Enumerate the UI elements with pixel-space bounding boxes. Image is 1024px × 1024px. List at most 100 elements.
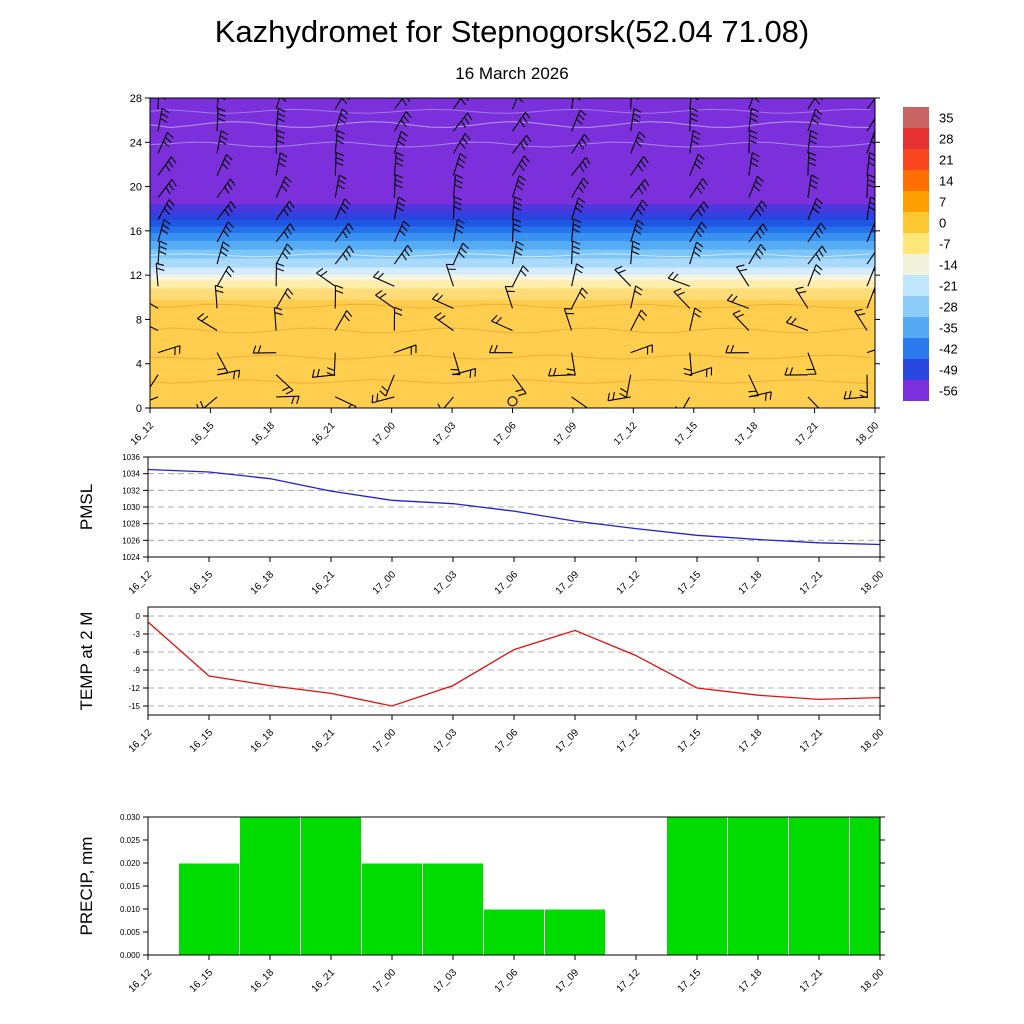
temp-panel-line	[147, 621, 881, 707]
y-tick-label: 16	[130, 226, 142, 238]
y-tick-label: 1034	[122, 470, 140, 479]
time-tick-label: 17_18	[733, 420, 761, 448]
colorbar-label: -56	[939, 384, 958, 399]
time-tick-label: 17_06	[493, 967, 521, 995]
cross-section-panel: 0 4 8 12 16 20 24 28 16_12 16_15 16_18 16_21 17_00 17…	[129, 93, 882, 448]
y-tick-label: -6	[133, 648, 141, 657]
y-tick-label: 1026	[122, 536, 140, 545]
y-tick-label: -9	[133, 666, 141, 675]
contour-line	[150, 354, 871, 360]
y-tick-label: 28	[130, 93, 142, 105]
time-tick-label: 17_00	[371, 967, 399, 995]
y-tick-label: 12	[130, 270, 142, 282]
time-tick-label: 17_09	[554, 727, 582, 755]
colorbar-label: 28	[939, 132, 953, 147]
time-tick-label: 17_15	[676, 967, 704, 995]
precip-panel: 0.000 0.005 0.010 0.015 0.020 0.025 0.030 16_12…	[120, 813, 886, 995]
precip-bar	[178, 862, 240, 956]
y-tick-label: 0.020	[120, 859, 141, 868]
contour-line	[150, 253, 871, 258]
precip-bar	[544, 908, 606, 956]
y-tick-label: 0	[136, 612, 141, 621]
colorbar: 35 28 21 14 7 0 -7 -14 -21 -28 -35 -42 -49 -56	[903, 107, 958, 401]
page-title: Kazhydromet for Stepnogorsk(52.04 71.08)	[214, 14, 810, 49]
colorbar-swatch	[903, 149, 929, 170]
time-tick-label: 17_18	[737, 569, 765, 597]
y-tick-label: 4	[136, 359, 142, 371]
y-tick-label: 0.000	[120, 951, 141, 960]
time-tick-label: 16_21	[310, 420, 338, 448]
contour-line	[150, 379, 871, 384]
y-tick-label: 1032	[122, 486, 140, 495]
colorbar-swatch	[903, 338, 929, 359]
time-tick-label: 16_21	[310, 967, 338, 995]
colorbar-swatch	[903, 254, 929, 275]
time-tick-label: 16_12	[127, 967, 155, 995]
pmsl-panel-line	[147, 468, 881, 546]
y-tick-label: -15	[128, 702, 140, 711]
time-tick-label: 16_12	[129, 420, 157, 448]
y-tick-label: 0.010	[120, 905, 141, 914]
colorbar-label: -42	[939, 342, 958, 357]
colorbar-label: -28	[939, 300, 958, 315]
pmsl-panel: 1024 1026 1028 1030 1032 1034 1036 16_12 16_15 16…	[122, 453, 886, 597]
time-tick-label: 17_15	[676, 569, 704, 597]
time-tick-label: 17_00	[370, 420, 398, 448]
time-tick-label: 16_18	[249, 727, 277, 755]
colorbar-label: 21	[939, 153, 953, 168]
time-tick-label: 16_18	[249, 967, 277, 995]
colorbar-swatch	[903, 317, 929, 338]
contour-line	[150, 303, 871, 309]
y-tick-label: 24	[130, 137, 142, 149]
precip-bar	[361, 862, 423, 956]
precip-bar	[239, 816, 301, 956]
time-tick-label: 17_03	[431, 420, 459, 448]
y-tick-label: -12	[128, 684, 140, 693]
colorbar-label: -7	[939, 237, 951, 252]
time-tick-label: 16_18	[250, 420, 278, 448]
time-tick-label: 16_15	[188, 967, 216, 995]
time-tick-label: 16_18	[249, 569, 277, 597]
time-tick-label: 17_21	[798, 967, 826, 995]
time-tick-label: 17_21	[798, 569, 826, 597]
time-tick-label: 17_03	[432, 569, 460, 597]
colorbar-swatch	[903, 359, 929, 380]
calm-wind-marker	[507, 396, 518, 407]
time-tick-label: 17_15	[672, 420, 700, 448]
colorbar-label: 7	[939, 195, 946, 210]
colorbar-swatch	[903, 191, 929, 212]
time-tick-label: 17_21	[793, 420, 821, 448]
y-tick-label: 1028	[122, 520, 140, 529]
precip-bar	[666, 816, 728, 956]
time-tick-label: 17_09	[552, 420, 580, 448]
time-tick-label: 17_00	[371, 569, 399, 597]
precip-bar	[727, 816, 789, 956]
precip-bar	[483, 908, 545, 956]
time-tick-label: 17_03	[432, 967, 460, 995]
time-tick-label: 17_03	[432, 727, 460, 755]
time-tick-label: 17_12	[615, 967, 643, 995]
colorbar-label: -14	[939, 258, 958, 273]
colorbar-swatch	[903, 170, 929, 191]
temperature-fill-bands	[150, 98, 875, 408]
y-tick-label: 0.005	[120, 928, 141, 937]
colorbar-label: 14	[939, 174, 953, 189]
time-tick-label: 17_12	[612, 420, 640, 448]
temp-panel: 0 -3 -6 -9 -12 -15 16_12 16_15 16_18 16_21 17_00 17…	[127, 606, 887, 755]
y-tick-label: 1036	[122, 453, 140, 462]
time-tick-label: 17_00	[371, 727, 399, 755]
date-subtitle: 16 March 2026	[455, 64, 569, 83]
time-tick-label: 17_06	[493, 727, 521, 755]
colorbar-swatch	[903, 212, 929, 233]
time-tick-label: 18_00	[859, 727, 887, 755]
colorbar-swatch	[903, 296, 929, 317]
time-tick-label: 16_15	[189, 420, 217, 448]
precip-bar	[788, 816, 850, 956]
colorbar-label: -35	[939, 321, 958, 336]
time-tick-label: 16_15	[188, 727, 216, 755]
time-tick-label: 17_12	[615, 727, 643, 755]
colorbar-swatch	[903, 275, 929, 296]
y-tick-label: -3	[133, 630, 141, 639]
precip-bar	[300, 816, 362, 956]
